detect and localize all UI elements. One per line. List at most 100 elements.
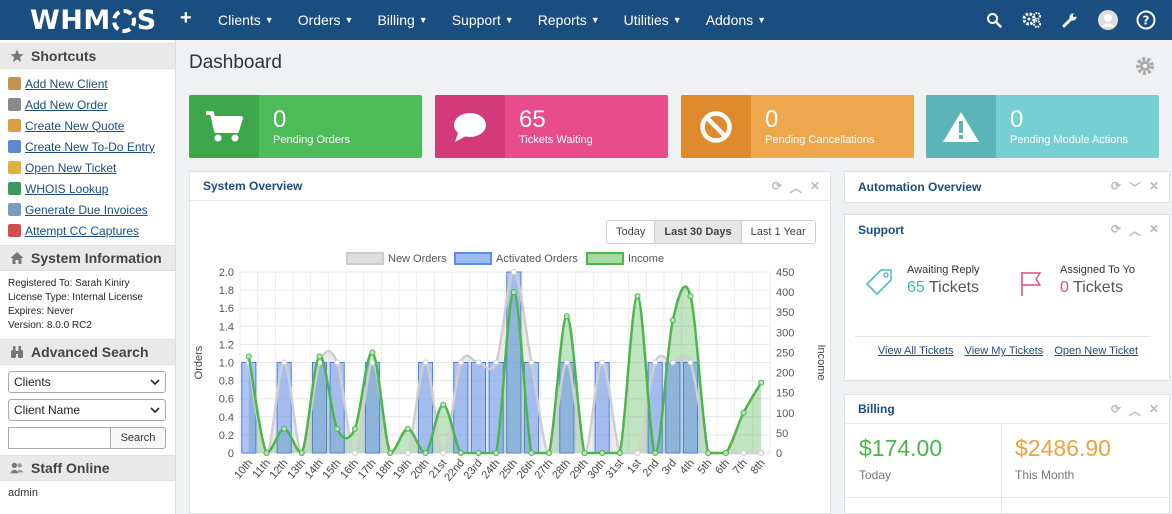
x-tick-label: 18th [374, 457, 397, 481]
nav-item-utilities[interactable]: Utilities ▼ [623, 12, 682, 28]
income-point [669, 317, 676, 324]
stat-tile-pending-orders[interactable]: 0 Pending Orders [189, 95, 422, 158]
wrench-icon[interactable] [1058, 8, 1082, 32]
stat-tile-tickets-waiting[interactable]: 65 Tickets Waiting [435, 95, 668, 158]
close-icon[interactable]: ✕ [809, 179, 820, 193]
refresh-icon[interactable]: ⟳ [1110, 222, 1121, 236]
divider [855, 336, 1151, 337]
close-icon[interactable]: ✕ [1148, 222, 1159, 236]
stat-label: Pending Orders [273, 134, 351, 146]
shortcut-icon [8, 119, 21, 132]
user-avatar-icon[interactable] [1096, 8, 1120, 32]
income-point [316, 353, 323, 360]
income-point [334, 425, 341, 432]
income-point [581, 450, 588, 456]
nav-item-clients[interactable]: Clients ▼ [218, 12, 274, 28]
x-tick-label: 20th [409, 457, 432, 481]
search-icon[interactable] [982, 8, 1006, 32]
left-tick-label: 1.2 [219, 339, 234, 351]
right-tick-label: 50 [776, 428, 788, 440]
income-point [475, 450, 482, 456]
shortcut-add-new-order[interactable]: Add New Order [8, 94, 175, 115]
income-point [740, 409, 747, 416]
chevron-up-icon[interactable]: ︿ [1128, 224, 1141, 238]
nav-item-support[interactable]: Support ▼ [451, 12, 514, 28]
income-point [652, 450, 659, 456]
x-tick-label: 27th [533, 457, 556, 481]
x-tick-label: 10th [232, 457, 255, 481]
x-tick-label: 14th [303, 457, 326, 481]
x-tick-label: 29th [568, 457, 591, 481]
chevron-up-icon[interactable]: ︿ [789, 181, 802, 195]
awaiting-reply-block[interactable]: Awaiting Reply 65 Tickets [907, 264, 980, 296]
support-body: Awaiting Reply 65 Tickets Assigned To Yo… [845, 244, 1169, 404]
support-header: Support ⟳ ︿ ✕ [858, 222, 1159, 238]
income-point [616, 450, 623, 456]
close-icon[interactable]: ✕ [1148, 179, 1159, 193]
view-all-tickets-link[interactable]: View All Tickets [877, 345, 954, 357]
income-point [245, 353, 252, 360]
search-type-select[interactable]: Clients [8, 371, 166, 393]
shortcut-generate-due-invoices[interactable]: Generate Due Invoices [8, 199, 175, 220]
staff-online-name: admin [8, 487, 38, 499]
shortcut-add-new-client[interactable]: Add New Client [8, 73, 175, 94]
new-orders-point [457, 359, 464, 366]
left-axis-title: Orders [193, 345, 205, 379]
quick-add-button[interactable]: + [180, 7, 192, 29]
income-point [422, 450, 429, 456]
range-button-last-30-days[interactable]: Last 30 Days [655, 221, 742, 243]
nav-item-reports[interactable]: Reports ▼ [537, 12, 600, 28]
left-tick-label: 1.0 [219, 358, 234, 370]
nav-item-addons[interactable]: Addons ▼ [705, 12, 767, 28]
x-tick-label: 15th [321, 457, 344, 481]
x-tick-label: 13th [285, 457, 308, 481]
shortcut-attempt-cc-captures[interactable]: Attempt CC Captures [8, 220, 175, 241]
left-tick-label: 0.6 [219, 394, 234, 406]
new-orders-point [281, 359, 288, 366]
new-orders-point [510, 269, 517, 275]
search-field-select[interactable]: Client Name [8, 399, 166, 421]
new-orders-point [334, 359, 341, 366]
shortcut-whois-lookup[interactable]: WHOIS Lookup [8, 178, 175, 199]
help-icon[interactable]: ? [1134, 8, 1158, 32]
range-button-last-1-year[interactable]: Last 1 Year [741, 221, 815, 243]
x-tick-label: 28th [550, 457, 573, 481]
stat-tile-pending-module-actions[interactable]: 0 Pending Module Actions [926, 95, 1159, 158]
x-tick-label: 8th [748, 457, 767, 476]
top-navbar: WHM S + Clients ▼ Orders ▼ Billing ▼ Support ▼ Re… [0, 0, 1172, 40]
gear-icon[interactable] [1135, 56, 1155, 76]
shortcut-create-new-quote[interactable]: Create New Quote [8, 115, 175, 136]
assigned-to-you-block[interactable]: Assigned To Yo 0 Tickets [1060, 264, 1136, 296]
stat-tile-pending-cancellations[interactable]: 0 Pending Cancellations [681, 95, 914, 158]
range-button-group: Today Last 30 Days Last 1 Year [606, 220, 816, 244]
new-orders-point [528, 359, 535, 366]
chevron-down-icon[interactable]: ﹀ [1128, 181, 1141, 195]
cogs-icon[interactable] [1020, 8, 1044, 32]
open-new-ticket-link[interactable]: Open New Ticket [1054, 345, 1139, 357]
nav-item-billing[interactable]: Billing ▼ [377, 12, 428, 28]
search-input[interactable] [8, 427, 111, 449]
range-button-today[interactable]: Today [607, 221, 656, 243]
shortcut-open-new-ticket[interactable]: Open New Ticket [8, 157, 175, 178]
refresh-icon[interactable]: ⟳ [1110, 402, 1121, 416]
refresh-icon[interactable]: ⟳ [771, 179, 782, 193]
whmcs-logo[interactable]: WHM S [30, 4, 157, 36]
shortcut-icon [8, 203, 21, 216]
close-icon[interactable]: ✕ [1148, 402, 1159, 416]
caret-down-icon: ▼ [264, 15, 274, 25]
nav-item-orders[interactable]: Orders ▼ [297, 12, 354, 28]
nav-menu: Clients ▼ Orders ▼ Billing ▼ Support ▼ Reports ▼ U… [206, 0, 778, 40]
panel-tools: ⟳ ﹀ ✕ [1111, 179, 1159, 196]
divider [845, 497, 1171, 498]
caret-down-icon: ▼ [757, 15, 767, 25]
right-tick-label: 400 [776, 287, 794, 299]
chevron-up-icon[interactable]: ︿ [1128, 404, 1141, 418]
stat-value: 65 [519, 106, 546, 133]
shortcut-icon [8, 77, 21, 90]
search-button[interactable]: Search [110, 427, 166, 449]
income-point [493, 450, 500, 456]
x-tick-label: 31st [604, 457, 627, 481]
view-my-tickets-link[interactable]: View My Tickets [964, 345, 1044, 357]
shortcut-create-new-to-do-entry[interactable]: Create New To-Do Entry [8, 136, 175, 157]
refresh-icon[interactable]: ⟳ [1110, 179, 1121, 193]
